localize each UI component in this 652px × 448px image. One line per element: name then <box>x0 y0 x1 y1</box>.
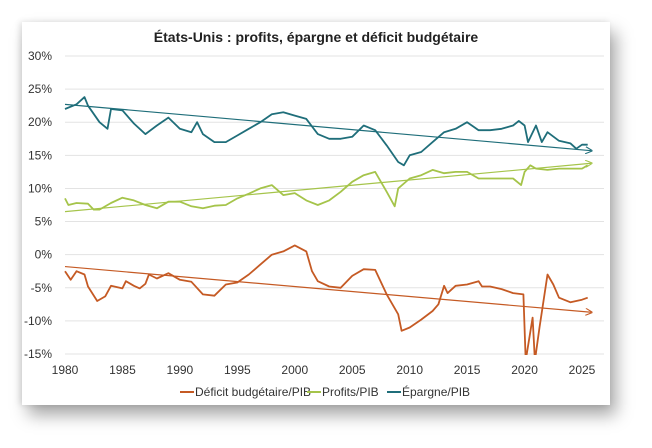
y-tick-label: 30% <box>28 49 52 63</box>
trendline-2 <box>64 103 591 150</box>
x-tick-label: 2000 <box>281 363 308 377</box>
y-tick-label: 25% <box>28 82 52 96</box>
x-tick-label: 2010 <box>396 363 423 377</box>
y-tick-label: -5% <box>31 281 53 295</box>
x-tick-label: 1995 <box>224 363 251 377</box>
series-line-1 <box>64 164 589 211</box>
legend-label: Profits/PIB <box>322 385 379 399</box>
y-tick-label: 0% <box>35 248 53 262</box>
line-chart: États-Unis : profits, épargne et déficit… <box>24 29 604 399</box>
x-tick-label: 2025 <box>569 363 596 377</box>
legend-label: Épargne/PIB <box>402 384 470 399</box>
trendline-0 <box>64 265 591 313</box>
x-tick-label: 2020 <box>511 363 538 377</box>
x-tick-label: 2015 <box>454 363 481 377</box>
y-tick-label: 5% <box>35 215 53 229</box>
chart-card: États-Unis : profits, épargne et déficit… <box>22 22 610 405</box>
y-tick-label: 20% <box>28 115 52 129</box>
x-tick-label: 1980 <box>52 363 79 377</box>
y-tick-label: -10% <box>24 314 52 328</box>
trendline-1 <box>64 163 591 213</box>
series-line-0 <box>64 244 588 355</box>
x-tick-label: 2005 <box>339 363 366 377</box>
y-tick-label: 10% <box>28 181 52 195</box>
y-tick-label: 15% <box>28 148 52 162</box>
legend-label: Déficit budgétaire/PIB <box>195 385 311 399</box>
chart-title: États-Unis : profits, épargne et déficit… <box>154 29 479 45</box>
y-tick-label: -15% <box>24 347 52 361</box>
x-tick-label: 1990 <box>167 363 194 377</box>
x-tick-label: 1985 <box>109 363 136 377</box>
series-line-2 <box>64 96 588 167</box>
